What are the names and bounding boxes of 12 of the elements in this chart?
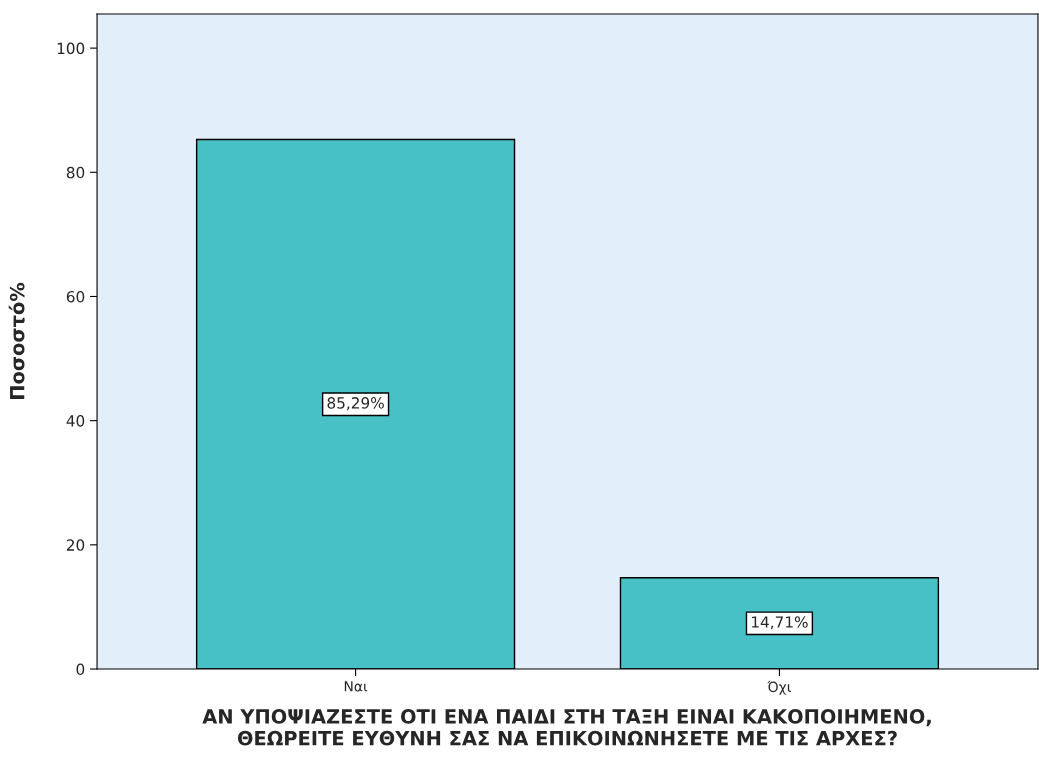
y-tick-label: 0 bbox=[76, 663, 85, 676]
x-tick-label: Ναι bbox=[344, 681, 368, 692]
data-label: 14,71% bbox=[751, 616, 808, 630]
y-tick-label: 60 bbox=[66, 290, 85, 303]
y-tick-label: 40 bbox=[66, 415, 85, 427]
x-tick-label: Όχι bbox=[767, 680, 791, 695]
y-axis-title: Ποσοστό% bbox=[8, 282, 25, 399]
y-tick-label: 80 bbox=[66, 166, 85, 179]
y-tick-label: 100 bbox=[57, 42, 85, 55]
data-label: 85,29% bbox=[327, 397, 384, 411]
y-tick-label: 20 bbox=[66, 539, 85, 551]
x-axis-title: ΑΝ ΥΠΟΨΙΑΖΕΣΤΕ ΟΤΙ ΕΝΑ ΠΑΙΔΙ ΣΤΗ ΤΑΞΗ ΕΙΝΑΙ ΚΑΚΟΠΟΙΗΜΕΝΟ, ΘΕΩΡΕΙΤΕ ΕΥΘΥΝΗ ΣΑΣ ΝΑ ΕΠΙΚΟΙΝΩΝΗΣΕΤΕ ΜΕ ΤΙΣ ΑΡΧΕΣ? bbox=[202, 709, 931, 746]
